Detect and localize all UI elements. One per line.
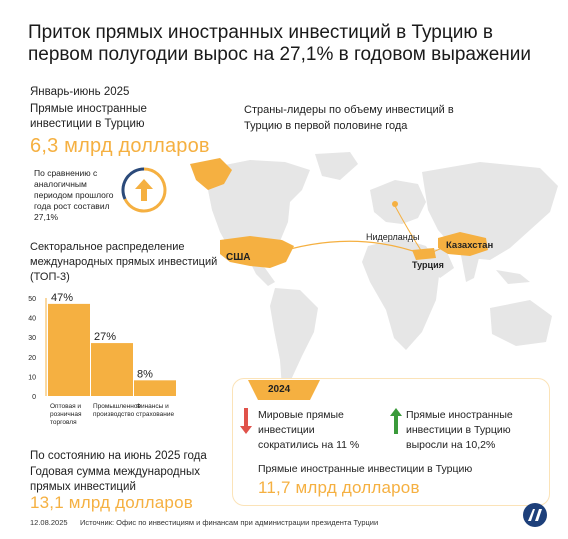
y-tick-label: 40 bbox=[28, 316, 36, 323]
down-arrow-icon bbox=[240, 408, 252, 434]
country-label-netherlands: Нидерланды bbox=[366, 232, 420, 242]
chart-title-line1: Секторальное распределение bbox=[30, 241, 185, 253]
page-title: Приток прямых иностранных инвестиций в Т… bbox=[28, 22, 531, 65]
sea-islands-land bbox=[496, 270, 530, 284]
africa-land bbox=[362, 238, 440, 350]
bar-value-label: 8% bbox=[137, 368, 153, 380]
greenland-land bbox=[315, 152, 358, 180]
footer-source: Источник: Офис по инвестициям и финансам… bbox=[80, 518, 379, 527]
comparison-line: периодом прошлого bbox=[34, 190, 114, 200]
growth-up-icon bbox=[121, 167, 167, 213]
turkey-line2: инвестиции в Турцию bbox=[406, 424, 511, 436]
total-label: Прямые иностранные инвестиции в Турцию bbox=[258, 463, 473, 475]
turkey-highlight bbox=[412, 248, 436, 260]
central-america-land bbox=[250, 262, 275, 286]
year-label: 2024 bbox=[268, 384, 291, 395]
up-arrow-icon bbox=[390, 408, 402, 434]
y-tick-label: 30 bbox=[28, 335, 36, 342]
category-label: Оптовая и bbox=[50, 403, 81, 410]
annual-label-line2: Годовая сумма международных bbox=[30, 466, 200, 478]
country-label-kazakhstan: Казахстан bbox=[446, 240, 494, 251]
sector-bar-chart: 50 40 30 20 10 0 47% Оптовая ирозничнаяторговля… bbox=[28, 292, 176, 426]
bar-value-label: 47% bbox=[51, 292, 73, 304]
netherlands-highlight bbox=[392, 201, 398, 207]
australia-land bbox=[490, 300, 552, 346]
world-line1: Мировые прямые bbox=[258, 409, 344, 421]
category-label: торговля bbox=[50, 419, 77, 426]
south-america-land bbox=[270, 288, 318, 388]
annual-label-line1: По состоянию на июнь 2025 года bbox=[30, 450, 207, 462]
chart-title-line2: международных прямых инвестиций bbox=[30, 256, 218, 268]
bar-value-label: 27% bbox=[94, 331, 116, 343]
annual-value: 13,1 млрд долларов bbox=[30, 493, 193, 512]
y-tick-label: 20 bbox=[28, 355, 36, 362]
north-america-land bbox=[208, 160, 310, 262]
world-line2: инвестиции bbox=[258, 424, 315, 436]
category-label: розничная bbox=[50, 411, 82, 418]
fdi-label-line2: инвестиции в Турцию bbox=[30, 118, 145, 130]
y-tick-label: 10 bbox=[28, 374, 36, 381]
kazakhstan-highlight bbox=[438, 232, 488, 256]
bar bbox=[134, 380, 176, 396]
flow-line-netherlands bbox=[394, 205, 423, 253]
chart-title-line3: (ТОП-3) bbox=[30, 271, 70, 283]
comparison-line: года рост составил bbox=[34, 201, 110, 211]
comparison-line: аналогичным bbox=[34, 179, 87, 189]
world-line3: сократились на 11 % bbox=[258, 439, 360, 451]
footer-date: 12.08.2025 bbox=[30, 518, 68, 527]
year-tab-shape bbox=[248, 380, 320, 400]
fdi-value: 6,3 млрд долларов bbox=[30, 135, 210, 157]
total-value: 11,7 млрд долларов bbox=[258, 478, 420, 497]
country-label-turkey: Турция bbox=[412, 260, 444, 270]
category-label: Финансы и bbox=[136, 403, 169, 410]
map-title-line2: Турцию в первой половине года bbox=[244, 120, 408, 132]
fdi-label-line1: Прямые иностранные bbox=[30, 103, 147, 115]
annual-label-line3: прямых инвестиций bbox=[30, 481, 136, 493]
bar bbox=[48, 303, 90, 396]
bar bbox=[91, 343, 133, 396]
flow-line-kazakhstan bbox=[429, 245, 459, 255]
country-label-usa: США bbox=[226, 252, 251, 263]
flow-line-usa bbox=[269, 240, 423, 256]
india-land bbox=[460, 250, 480, 282]
alaska-highlight bbox=[190, 158, 232, 190]
y-tick-label: 0 bbox=[32, 394, 36, 401]
category-label: Промышленное bbox=[93, 403, 141, 410]
world-map bbox=[190, 152, 558, 388]
category-label: страхование bbox=[136, 411, 174, 418]
europe-land bbox=[370, 180, 426, 224]
usa-highlight bbox=[220, 236, 294, 268]
comparison-text: По сравнению с аналогичным периодом прош… bbox=[34, 168, 114, 223]
y-tick-label: 50 bbox=[28, 296, 36, 303]
category-label: производство bbox=[93, 411, 135, 418]
turkey-line3: выросли на 10,2% bbox=[406, 439, 496, 451]
comparison-line: 27,1% bbox=[34, 212, 59, 222]
map-title-line1: Страны-лидеры по объему инвестиций в bbox=[244, 104, 454, 116]
comparison-line: По сравнению с bbox=[34, 168, 98, 178]
agency-logo-icon bbox=[523, 503, 547, 527]
period-label: Январь-июнь 2025 bbox=[30, 86, 130, 98]
turkey-line1: Прямые иностранные bbox=[406, 409, 513, 421]
